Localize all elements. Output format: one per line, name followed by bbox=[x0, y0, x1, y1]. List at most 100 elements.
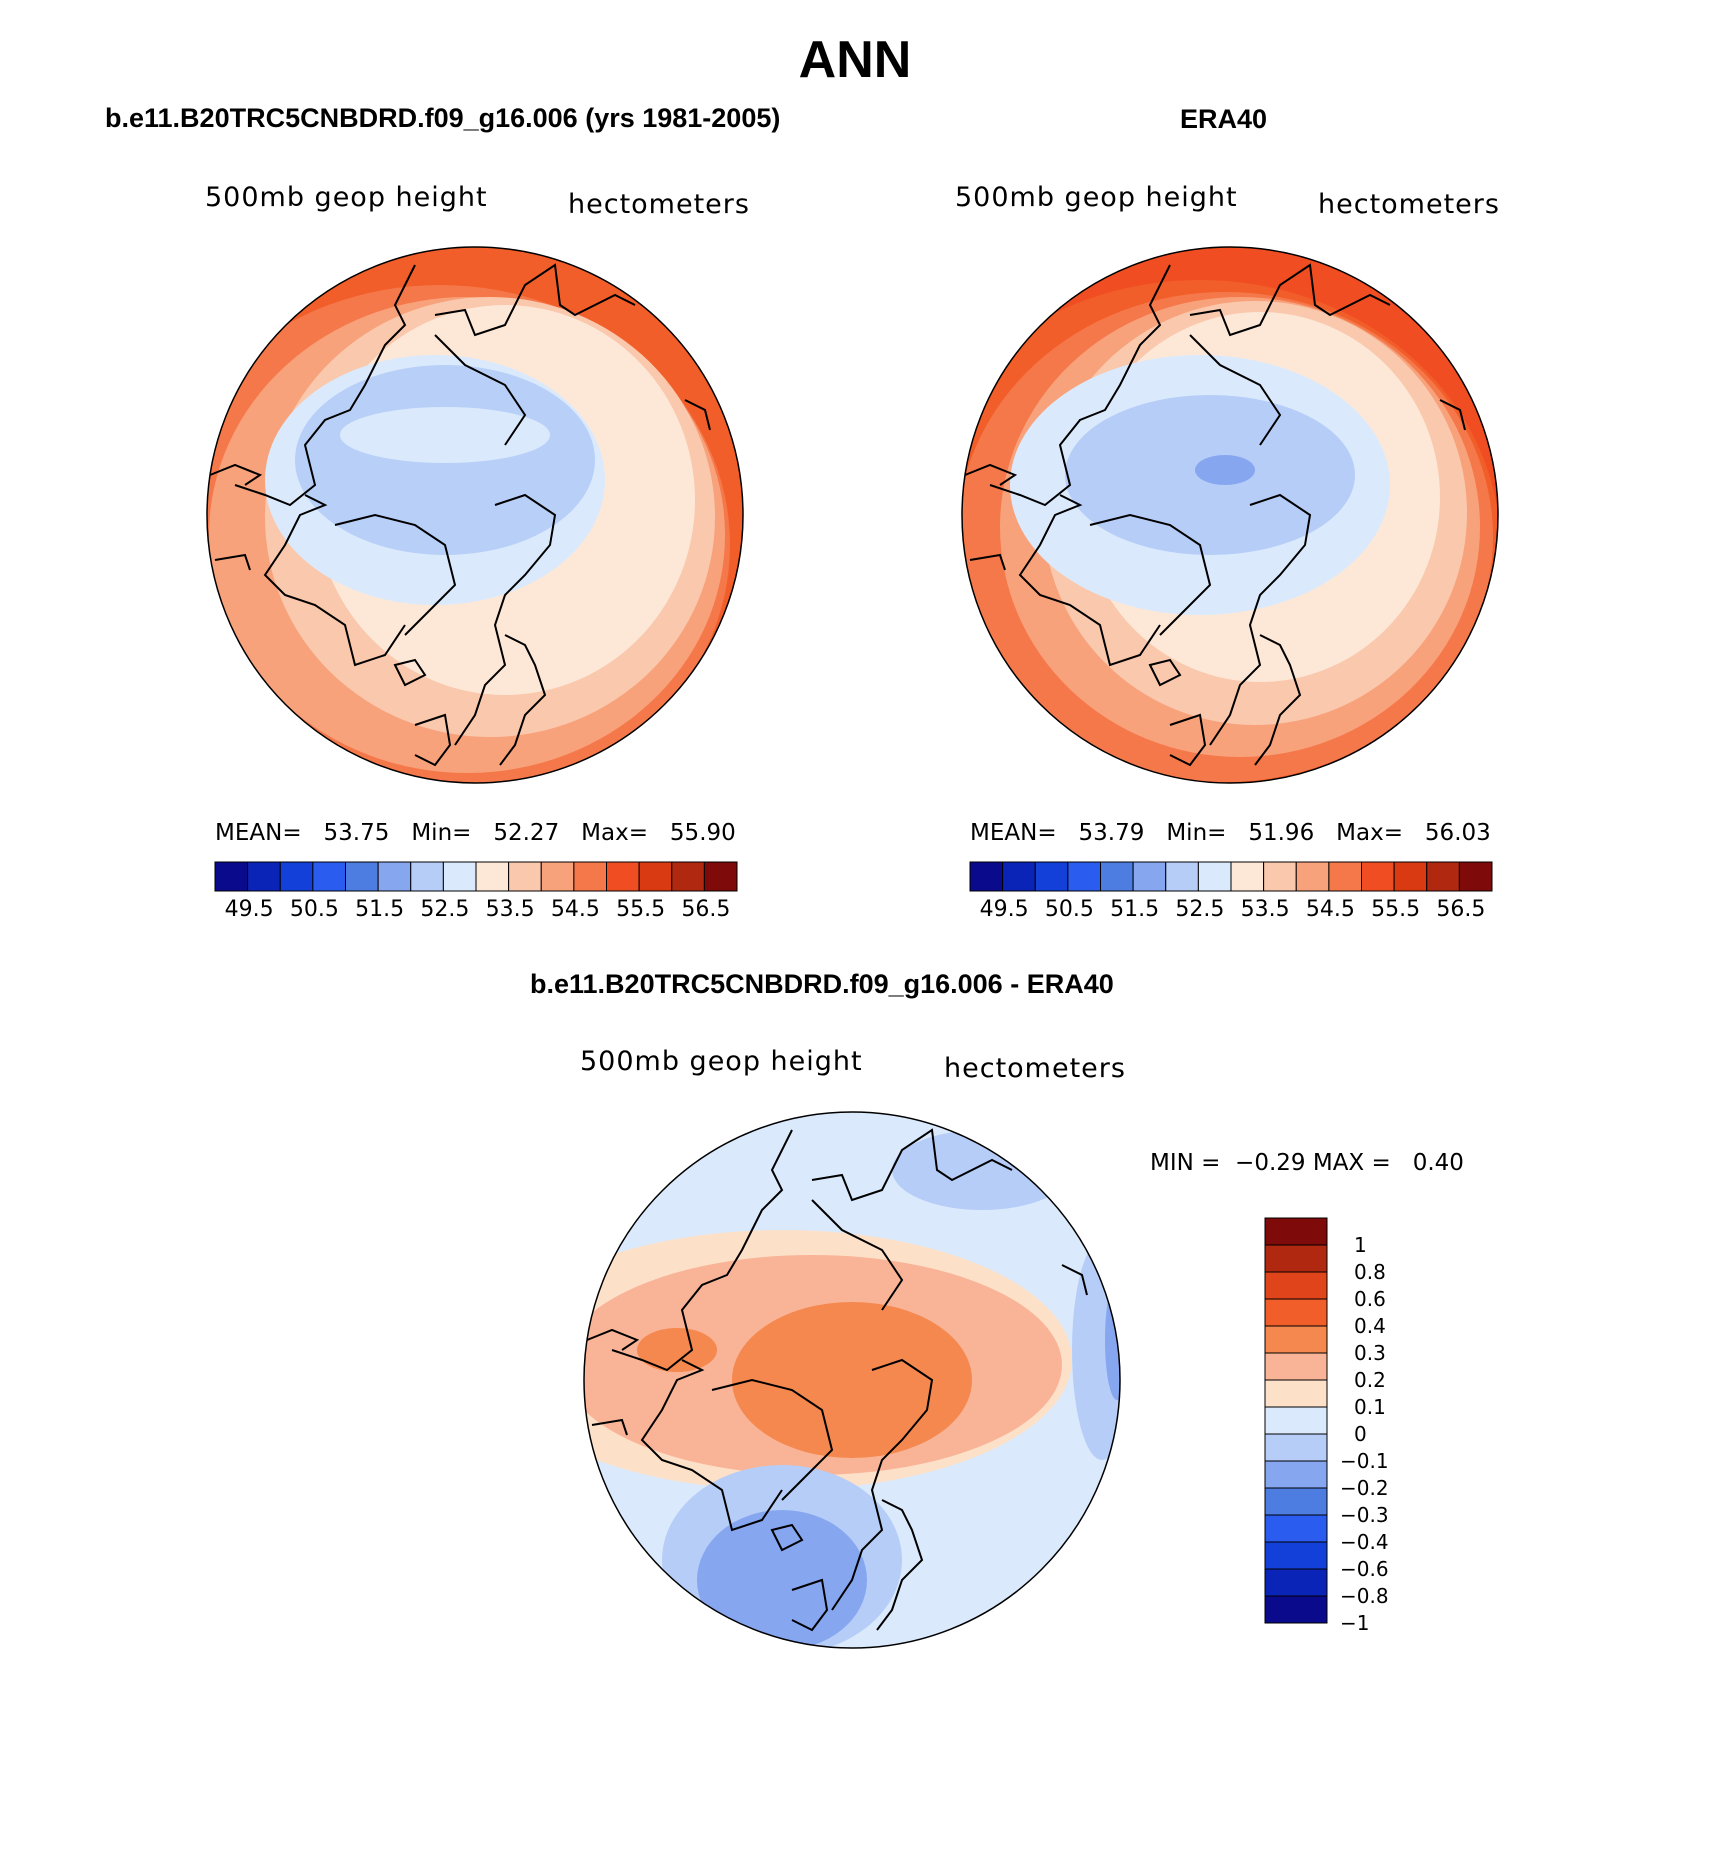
colorbar-swatch bbox=[1230, 861, 1265, 892]
colorbar-swatch bbox=[540, 861, 575, 892]
colorbar-swatch bbox=[638, 861, 673, 892]
min-label: MIN = bbox=[1150, 1150, 1221, 1176]
era40-colorbar bbox=[969, 861, 1493, 892]
colorbar-tick-label: 0.2 bbox=[1354, 1368, 1386, 1392]
colorbar-swatch bbox=[475, 861, 510, 892]
colorbar-swatch bbox=[1264, 1487, 1328, 1516]
colorbar-swatch bbox=[1264, 1325, 1328, 1354]
colorbar-tick-label: 0.1 bbox=[1354, 1395, 1386, 1419]
colorbar-swatch bbox=[1264, 1244, 1328, 1273]
min-label: Min= bbox=[411, 820, 472, 846]
colorbar-swatch bbox=[279, 861, 314, 892]
mean-label: MEAN= bbox=[970, 820, 1057, 846]
colorbar-swatch bbox=[1263, 861, 1297, 892]
colorbar-tick-label: −0.8 bbox=[1340, 1584, 1389, 1608]
colorbar-tick-label: 51.5 bbox=[355, 897, 405, 922]
model-polar-map bbox=[206, 246, 744, 784]
colorbar-tick-label: 50.5 bbox=[289, 897, 339, 922]
colorbar-tick-label: 0.6 bbox=[1354, 1287, 1386, 1311]
colorbar-swatch bbox=[1067, 861, 1101, 892]
colorbar-swatch bbox=[377, 861, 412, 892]
colorbar-tick-label: −0.2 bbox=[1340, 1476, 1389, 1500]
colorbar-tick-label: 54.5 bbox=[550, 897, 600, 922]
colorbar-swatch bbox=[1100, 861, 1134, 892]
era40-colorbar-ticks: 49.5 50.5 51.5 52.5 53.5 54.5 55.5 56.5 bbox=[970, 897, 1492, 925]
colorbar-tick-label: 52.5 bbox=[1175, 897, 1225, 922]
panel-title-model: b.e11.B20TRC5CNBDRD.f09_g16.006 (yrs 198… bbox=[105, 103, 781, 133]
colorbar-swatch bbox=[1264, 1217, 1328, 1246]
colorbar-tick-label: 56.5 bbox=[1436, 897, 1486, 922]
colorbar-tick-label: 53.5 bbox=[485, 897, 535, 922]
colorbar-tick-label: −1 bbox=[1340, 1611, 1370, 1635]
difference-stats: MIN = −0.29 MAX = 0.40 bbox=[1150, 1150, 1464, 1176]
panel-title-era40: ERA40 bbox=[1180, 104, 1268, 134]
min-value: −0.29 bbox=[1235, 1150, 1306, 1176]
mean-value: 53.79 bbox=[1078, 820, 1145, 846]
colorbar-swatch bbox=[671, 861, 705, 892]
colorbar-tick-label: 53.5 bbox=[1240, 897, 1290, 922]
colorbar-tick-label: 0.3 bbox=[1354, 1341, 1386, 1365]
colorbar-swatch bbox=[410, 861, 444, 892]
colorbar-swatch bbox=[1328, 861, 1362, 892]
model-stats: MEAN= 53.75 Min= 52.27 Max= 55.90 bbox=[215, 820, 736, 846]
colorbar-swatch bbox=[1458, 861, 1493, 892]
max-label: MAX = bbox=[1312, 1150, 1391, 1176]
colorbar-tick-label: 49.5 bbox=[979, 897, 1029, 922]
max-label: Max= bbox=[581, 820, 648, 846]
colorbar-swatch bbox=[1264, 1568, 1328, 1597]
max-value: 0.40 bbox=[1412, 1150, 1464, 1176]
difference-polar-map bbox=[583, 1111, 1121, 1649]
diff-variable-label: 500mb geop height bbox=[580, 1046, 863, 1077]
colorbar-swatch bbox=[214, 861, 249, 892]
colorbar-tick-label: 0 bbox=[1354, 1422, 1367, 1446]
colorbar-tick-label: 0.8 bbox=[1354, 1260, 1386, 1284]
colorbar-swatch bbox=[703, 861, 738, 892]
panel-title-difference: b.e11.B20TRC5CNBDRD.f09_g16.006 - ERA40 bbox=[530, 969, 1114, 999]
colorbar-swatch bbox=[969, 861, 1004, 892]
colorbar-swatch bbox=[1264, 1541, 1328, 1570]
max-value: 55.90 bbox=[669, 820, 736, 846]
colorbar-swatch bbox=[1165, 861, 1199, 892]
colorbar-tick-label: 55.5 bbox=[616, 897, 666, 922]
colorbar-tick-label: 55.5 bbox=[1371, 897, 1421, 922]
colorbar-swatch bbox=[1264, 1595, 1328, 1624]
era40-variable-label: 500mb geop height bbox=[955, 182, 1238, 213]
colorbar-swatch bbox=[442, 861, 477, 892]
max-value: 56.03 bbox=[1424, 820, 1491, 846]
colorbar-swatch bbox=[1264, 1379, 1328, 1408]
colorbar-tick-label: 52.5 bbox=[420, 897, 470, 922]
colorbar-swatch bbox=[573, 861, 607, 892]
diff-units-label: hectometers bbox=[944, 1053, 1126, 1084]
colorbar-swatch bbox=[606, 861, 640, 892]
difference-colorbar bbox=[1264, 1217, 1328, 1624]
colorbar-tick-label: 50.5 bbox=[1044, 897, 1094, 922]
mean-label: MEAN= bbox=[215, 820, 302, 846]
colorbar-swatch bbox=[1264, 1406, 1328, 1435]
colorbar-swatch bbox=[508, 861, 542, 892]
colorbar-swatch bbox=[247, 861, 281, 892]
colorbar-swatch bbox=[1393, 861, 1428, 892]
colorbar-tick-label: 49.5 bbox=[224, 897, 274, 922]
difference-colorbar-ticks: 1 0.8 0.6 0.4 0.3 0.2 0.1 0 −0.1 −0.2 −0.3 −0.4 −0.6… bbox=[1340, 1218, 1460, 1635]
colorbar-tick-label: 0.4 bbox=[1354, 1314, 1386, 1338]
model-units-label: hectometers bbox=[568, 189, 750, 220]
era40-units-label: hectometers bbox=[1318, 189, 1500, 220]
colorbar-swatch bbox=[312, 861, 346, 892]
colorbar-swatch bbox=[1264, 1298, 1328, 1327]
colorbar-tick-label: −0.6 bbox=[1340, 1557, 1389, 1581]
min-value: 52.27 bbox=[493, 820, 560, 846]
colorbar-swatch bbox=[1361, 861, 1395, 892]
era40-stats: MEAN= 53.79 Min= 51.96 Max= 56.03 bbox=[970, 820, 1491, 846]
min-value: 51.96 bbox=[1248, 820, 1315, 846]
max-label: Max= bbox=[1336, 820, 1403, 846]
colorbar-tick-label: −0.4 bbox=[1340, 1530, 1389, 1554]
colorbar-swatch bbox=[1264, 1271, 1328, 1300]
mean-value: 53.75 bbox=[323, 820, 390, 846]
colorbar-swatch bbox=[1034, 861, 1069, 892]
colorbar-swatch bbox=[1264, 1460, 1328, 1489]
colorbar-swatch bbox=[1264, 1514, 1328, 1543]
colorbar-tick-label: −0.1 bbox=[1340, 1449, 1389, 1473]
era40-polar-map bbox=[961, 246, 1499, 784]
colorbar-tick-label: −0.3 bbox=[1340, 1503, 1389, 1527]
colorbar-tick-label: 54.5 bbox=[1305, 897, 1355, 922]
